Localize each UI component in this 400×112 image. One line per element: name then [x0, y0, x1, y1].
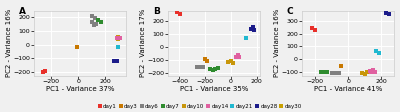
Y-axis label: PC2 - Variance 16%: PC2 - Variance 16% [6, 9, 12, 77]
Y-axis label: PC2 - Variance 17%: PC2 - Variance 17% [140, 9, 146, 77]
Text: A: A [19, 7, 26, 16]
X-axis label: PC1 - Variance 37%: PC1 - Variance 37% [46, 86, 114, 92]
Y-axis label: PC2 - Variance 16%: PC2 - Variance 16% [274, 9, 280, 77]
X-axis label: PC1 - Variance 41%: PC1 - Variance 41% [314, 86, 382, 92]
Text: C: C [287, 7, 294, 16]
X-axis label: PC1 - Variance 35%: PC1 - Variance 35% [180, 86, 248, 92]
Text: B: B [153, 7, 160, 16]
Legend: day1, day3, day6, day7, day10, day14, day21, day28, day30: day1, day3, day6, day7, day10, day14, da… [98, 103, 302, 109]
